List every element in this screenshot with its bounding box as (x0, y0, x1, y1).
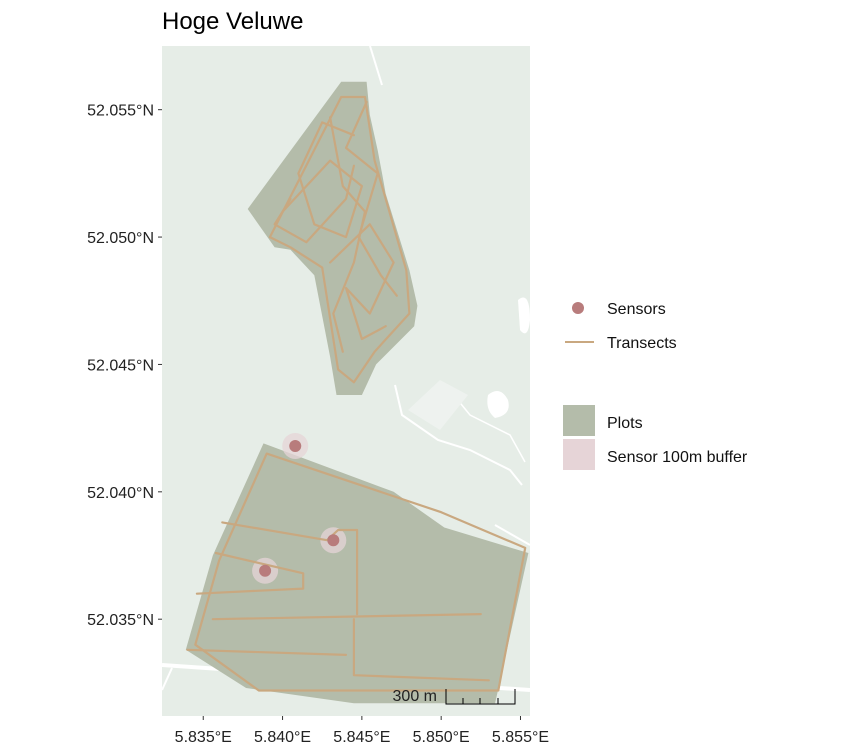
legend-sensors-swatch (572, 302, 584, 314)
transect-line-5 (352, 618, 490, 682)
transect-line-3 (195, 551, 305, 595)
y-tick-label: 52.040°N (87, 485, 154, 502)
sensor-point-3 (259, 564, 272, 577)
x-tick-label: 5.845°E (333, 729, 390, 746)
y-tick-label: 52.050°N (87, 230, 154, 247)
x-tick-label: 5.840°E (254, 729, 311, 746)
legend: Sensors Transects Plots Sensor 100m buff… (563, 301, 748, 470)
transect-line-6 (186, 648, 348, 657)
sensors-layer (259, 439, 340, 577)
y-axis: 52.035°N 52.040°N 52.045°N 52.050°N 52.055°N (87, 103, 162, 629)
legend-sensors-label: Sensors (607, 301, 666, 318)
map-title: Hoge Veluwe (162, 8, 304, 35)
transect-line-1 (194, 452, 527, 692)
transect-line-12 (344, 100, 398, 297)
legend-transects-label: Transects (607, 335, 677, 352)
scale-bar: 300 m (393, 688, 516, 705)
legend-buffer-label: Sensor 100m buffer (607, 449, 748, 466)
transect-line-8 (281, 121, 363, 239)
x-tick-label: 5.855°E (492, 729, 549, 746)
transect-line-10 (273, 164, 355, 244)
transects-layer (186, 95, 527, 692)
y-tick-label: 52.045°N (87, 357, 154, 374)
scale-bar-label: 300 m (393, 688, 437, 705)
y-tick-label: 52.055°N (87, 103, 154, 120)
transect-line-2 (221, 521, 359, 616)
sensor-point-2 (327, 534, 340, 547)
x-tick-label: 5.835°E (175, 729, 232, 746)
x-axis: 5.835°E 5.840°E 5.845°E 5.850°E 5.855°E (175, 716, 549, 746)
transect-line-9 (329, 223, 395, 341)
y-tick-label: 52.035°N (87, 612, 154, 629)
legend-plots-swatch (563, 405, 595, 436)
transect-line-4 (211, 612, 482, 621)
transect-line-7 (268, 95, 411, 384)
x-tick-label: 5.850°E (413, 729, 470, 746)
sensor-point-1 (289, 439, 302, 452)
legend-buffer-swatch (563, 439, 595, 470)
legend-plots-label: Plots (607, 415, 643, 432)
